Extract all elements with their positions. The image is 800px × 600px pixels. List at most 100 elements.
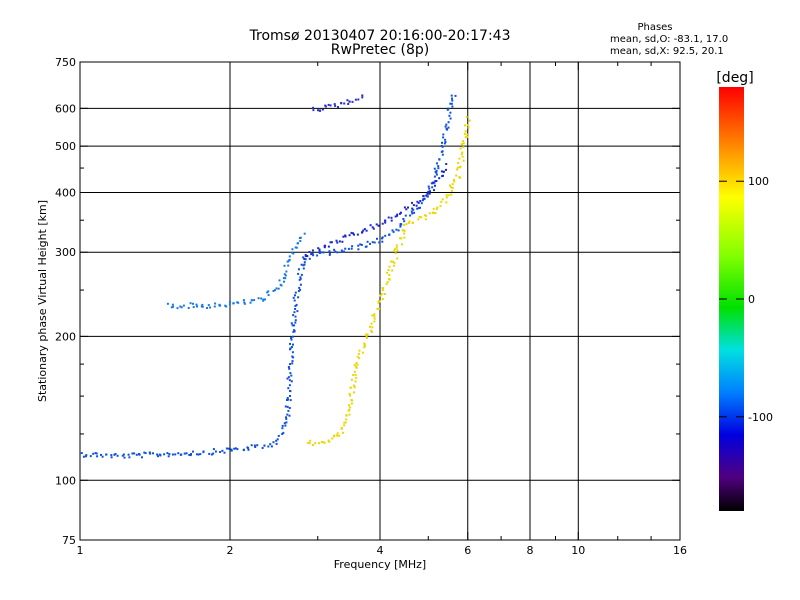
data-point: [373, 313, 376, 316]
data-point: [283, 273, 286, 276]
data-point: [423, 197, 426, 200]
data-point: [299, 240, 302, 242]
data-point: [376, 307, 379, 310]
data-point: [290, 374, 293, 377]
data-point: [450, 102, 453, 105]
data-point: [312, 109, 315, 112]
data-point: [378, 241, 381, 244]
colorbar-ticks: 100 0 -100: [719, 175, 773, 424]
data-point: [180, 306, 183, 309]
data-point: [376, 237, 378, 240]
data-point: [223, 451, 226, 454]
data-point: [435, 180, 438, 182]
data-point: [417, 207, 420, 210]
data-point: [293, 299, 296, 302]
data-point: [267, 445, 270, 448]
data-point: [387, 268, 390, 271]
data-point: [396, 249, 399, 252]
chart-subtitle: RwPretec (8p): [331, 42, 429, 58]
data-point: [461, 151, 464, 154]
data-point: [365, 333, 368, 336]
data-point: [428, 212, 431, 215]
data-point: [322, 441, 325, 444]
data-point: [350, 399, 353, 402]
data-point: [445, 201, 448, 204]
data-point: [420, 216, 423, 219]
phase-info-title: Phases: [637, 22, 672, 33]
data-point: [438, 158, 441, 161]
data-point: [303, 257, 306, 260]
data-point: [411, 212, 414, 215]
data-point: [293, 329, 296, 332]
data-point: [299, 277, 302, 280]
data-point: [356, 233, 359, 236]
data-point: [291, 360, 294, 363]
data-point: [392, 230, 395, 233]
data-point: [197, 453, 200, 456]
data-point: [468, 119, 471, 122]
data-point: [432, 181, 435, 184]
data-point: [247, 447, 249, 449]
data-point: [431, 186, 434, 189]
data-point: [369, 325, 371, 328]
data-point: [385, 283, 388, 286]
data-point: [289, 390, 291, 392]
data-point: [311, 252, 314, 255]
data-point: [462, 140, 465, 143]
data-point: [434, 212, 437, 215]
data-point: [121, 454, 124, 457]
data-point: [403, 220, 406, 223]
data-point: [364, 245, 367, 248]
data-point: [458, 157, 461, 160]
data-point: [449, 184, 451, 187]
y-tick-label: 300: [55, 246, 76, 259]
data-point: [116, 454, 119, 457]
data-point: [343, 424, 346, 427]
data-point: [123, 456, 126, 459]
data-point: [346, 99, 349, 102]
x-axis-label: Frequency [MHz]: [334, 558, 426, 571]
data-point: [294, 291, 297, 294]
data-point: [274, 289, 276, 292]
data-point: [308, 251, 311, 253]
data-point: [344, 234, 347, 237]
data-point: [335, 239, 338, 242]
data-point: [400, 237, 403, 240]
data-point: [289, 342, 291, 345]
data-point: [348, 404, 351, 407]
data-point: [282, 277, 285, 280]
data-point: [284, 277, 287, 280]
data-point: [403, 232, 406, 235]
data-point: [459, 176, 461, 179]
data-point: [80, 452, 83, 455]
data-point: [349, 394, 352, 397]
data-point: [357, 244, 360, 247]
data-point: [361, 351, 364, 354]
data-point: [441, 198, 444, 201]
colorbar-tick-label: 100: [748, 175, 769, 188]
data-point: [365, 229, 368, 232]
data-point: [141, 456, 143, 459]
data-point: [394, 248, 396, 251]
data-point: [438, 177, 441, 180]
data-point: [185, 452, 188, 455]
data-point: [304, 255, 307, 258]
data-point: [333, 103, 336, 106]
y-axis: 75 100 200 300 400 500 600 750: [55, 56, 680, 547]
data-point: [110, 454, 113, 457]
x-tick-label: 2: [227, 544, 234, 557]
data-point: [464, 136, 467, 139]
data-point: [82, 455, 85, 458]
data-point: [341, 250, 344, 253]
data-point: [310, 253, 313, 256]
data-point: [234, 447, 237, 450]
data-point: [287, 409, 290, 412]
data-point: [171, 303, 174, 306]
data-point: [441, 150, 444, 153]
data-point: [289, 395, 291, 397]
data-point: [371, 241, 374, 244]
data-point: [253, 299, 256, 302]
data-point: [353, 386, 356, 389]
data-point: [445, 127, 448, 130]
